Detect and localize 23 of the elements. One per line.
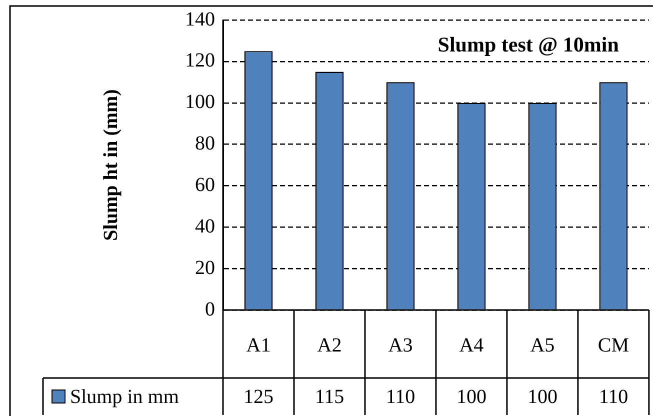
y-axis-title: Slump ht in (mm) — [100, 89, 122, 241]
data-label: 100 — [456, 386, 486, 408]
x-tick-label: A2 — [317, 334, 342, 356]
x-tick-label: A1 — [246, 334, 271, 356]
data-label: 100 — [527, 386, 558, 408]
data-label: 110 — [386, 386, 416, 408]
y-tick-label: 40 — [195, 215, 215, 238]
y-tick-label: 80 — [195, 132, 215, 155]
y-tick-label: 60 — [195, 174, 215, 196]
text: Slump test @ 10min — [438, 32, 620, 56]
y-tick-label: 0 — [205, 298, 215, 320]
y-tick-label: 20 — [195, 256, 215, 279]
x-tick-label: CM — [598, 334, 630, 356]
y-tick-label: 140 — [185, 8, 215, 30]
data-label: 110 — [598, 386, 628, 408]
y-tick-label: 120 — [185, 50, 215, 72]
x-tick-label: A5 — [530, 334, 555, 356]
data-label: 125 — [243, 386, 274, 408]
x-tick-label: A4 — [459, 334, 484, 356]
y-tick-label: 100 — [185, 91, 215, 114]
x-tick-label: A3 — [388, 334, 413, 356]
legend-label: Slump in mm — [70, 386, 180, 408]
data-label: 115 — [314, 386, 344, 408]
